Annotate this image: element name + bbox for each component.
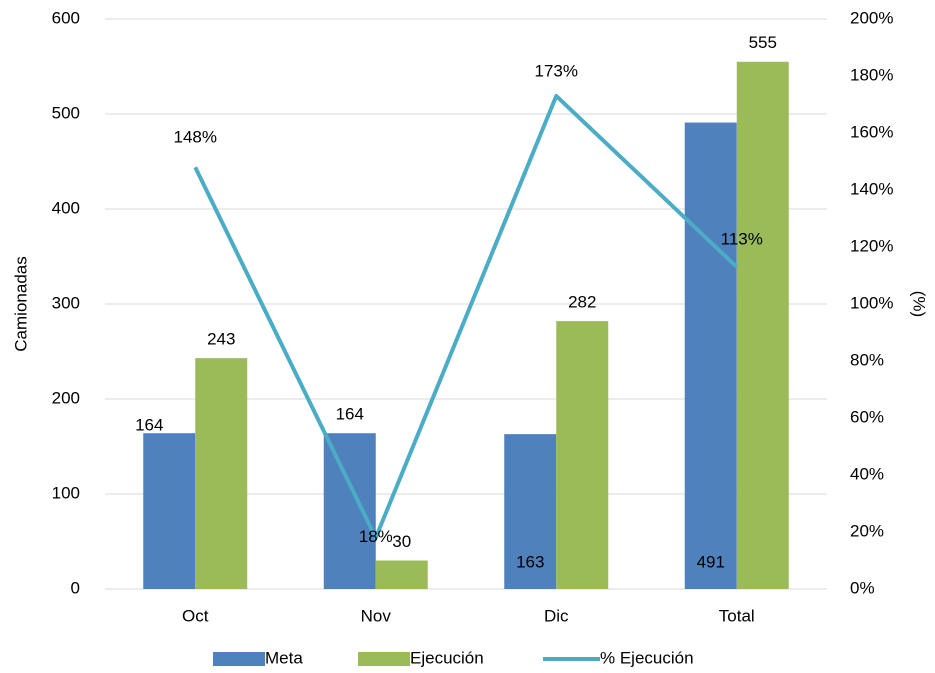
data-label: 491: [697, 552, 725, 571]
y-tick-label: 400: [52, 198, 80, 217]
y2-tick-label: 160%: [850, 122, 893, 141]
y2-tick-label: 120%: [850, 236, 893, 255]
x-tick-label: Total: [719, 606, 755, 625]
y2-tick-label: 180%: [850, 65, 893, 84]
data-label: 555: [749, 33, 777, 52]
data-label: 30: [392, 532, 411, 551]
y2-tick-label: 40%: [850, 464, 884, 483]
bar: [323, 433, 376, 589]
legend-label: % Ejecución: [600, 648, 694, 667]
legend-label: Ejecución: [410, 648, 484, 667]
x-tick-label: Oct: [182, 606, 209, 625]
y-axis-label: Camionadas: [11, 256, 30, 351]
y2-tick-label: 80%: [850, 350, 884, 369]
line-data-label: 113%: [721, 229, 763, 248]
y2-axis-label: (%): [910, 291, 929, 317]
data-label: 243: [207, 330, 235, 349]
data-label: 163: [516, 552, 544, 571]
data-label: 164: [336, 405, 364, 424]
bar: [143, 433, 196, 589]
y-tick-label: 500: [52, 103, 80, 122]
bar: [375, 560, 428, 589]
y2-tick-label: 200%: [850, 8, 893, 27]
y-tick-label: 100: [52, 483, 80, 502]
x-tick-label: Dic: [544, 606, 569, 625]
y2-tick-label: 140%: [850, 179, 893, 198]
bar: [736, 61, 789, 589]
x-tick-label: Nov: [361, 606, 392, 625]
data-label: 164: [135, 416, 163, 435]
legend-swatch: [213, 652, 265, 666]
legend-swatch: [358, 652, 410, 666]
bar: [504, 434, 557, 589]
y2-tick-label: 20%: [850, 521, 884, 540]
legend-label: Meta: [265, 648, 303, 667]
y2-tick-label: 0%: [850, 578, 875, 597]
y2-tick-label: 100%: [850, 293, 893, 312]
y-tick-label: 300: [52, 293, 80, 312]
line: [193, 93, 739, 540]
y-tick-label: 200: [52, 388, 80, 407]
bar: [556, 321, 609, 589]
y-tick-label: 0: [71, 578, 80, 597]
data-label: 282: [568, 293, 596, 312]
bar: [195, 358, 248, 589]
y2-tick-label: 60%: [850, 407, 884, 426]
line-data-label: 173%: [535, 61, 578, 80]
y-tick-label: 600: [52, 8, 80, 27]
line-data-label: 18%: [359, 527, 393, 546]
bar: [684, 122, 737, 590]
line-data-label: 148%: [174, 128, 217, 147]
